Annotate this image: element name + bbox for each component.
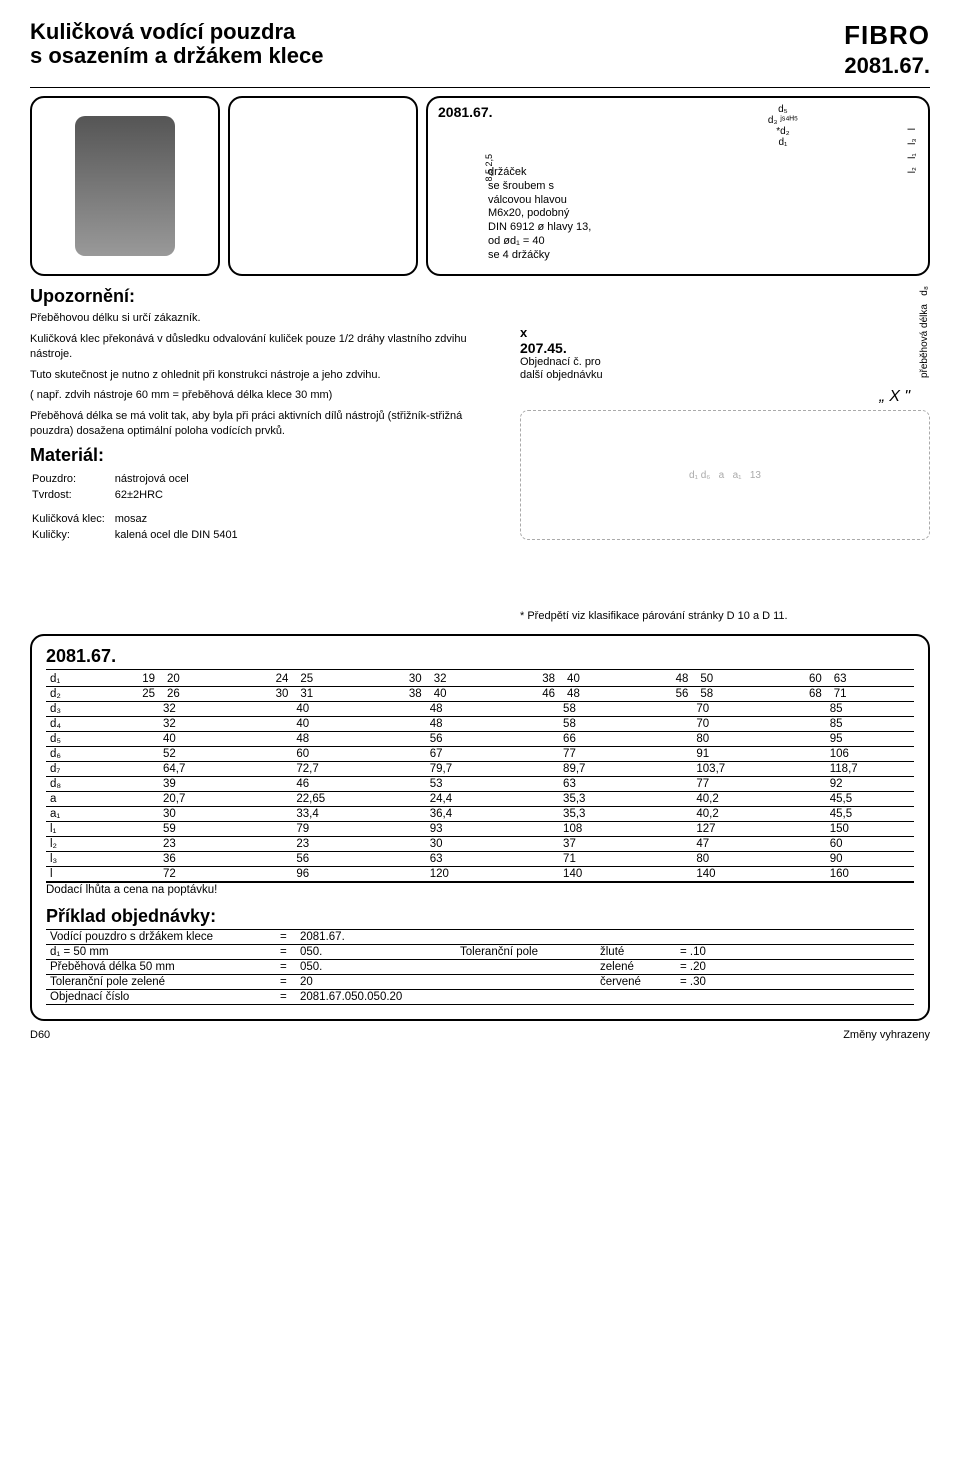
ord-sub-l1: Objednací č. pro [520,356,603,369]
holder-note-l2: se šroubem s [488,180,648,194]
data-table-box: 2081.67. d₁192024253032384048506063d₂252… [30,634,930,1021]
figure-photo-box [30,96,220,276]
material-row: Kuličky:kalená ocel dle DIN 5401 [32,528,246,542]
table-row: d₄324048587085 [46,717,914,732]
delivery-note: Dodací lhůta a cena na poptávku! [46,882,914,896]
table-row: d₅404856668095 [46,732,914,747]
ring-diagram: d₁ d₆ a a₁ 13 [520,410,930,540]
holder-note-l7: se 4 držáčky [488,249,648,263]
warn-p5: Přeběhová délka se má volit tak, aby byl… [30,409,500,439]
header-partnum: 2081.67. [844,53,930,79]
holder-note-l1: držáček [488,166,648,180]
holder-note: držáček se šroubem s válcovou hlavou M6x… [488,166,648,262]
material-row: Tvrdost:62±2HRC [32,488,246,502]
dim-d1: d₁ [768,137,798,148]
figure-drawing-box: 2081.67. d₅ d₃ ʲˢ⁴ᴴ⁵ *d₂ d₁ držáček se š… [426,96,930,276]
dim-d3: d₃ ʲˢ⁴ᴴ⁵ [768,115,798,126]
footer-left: D60 [30,1029,50,1041]
material-row: Kuličková klec:mosaz [32,512,246,526]
table-row: l₁597993108127150 [46,822,914,837]
holder-note-l3: válcovou hlavou [488,194,648,208]
table-row: l₃365663718090 [46,852,914,867]
dim-l1: l₁ [907,153,918,159]
warn-p4: ( např. zdvih nástroje 60 mm = přeběhová… [30,388,500,403]
order-row: Toleranční pole zelené= 20červené= .30 [46,975,914,990]
table-row: d₆5260677791106 [46,747,914,762]
info-right: x 207.45. Objednací č. pro další objedná… [520,286,930,626]
dim-l2: l₂ [907,167,918,173]
header: Kuličková vodící pouzdra s osazením a dr… [30,20,930,79]
x-label: x [520,325,603,340]
dim-d5: d₅ [768,104,798,115]
table-partnum: 2081.67. [46,646,914,670]
title-block: Kuličková vodící pouzdra s osazením a dr… [30,20,324,68]
dim-l3: l₃ [907,139,918,145]
warn-p2: Kuličková klec překonává v důsledku odva… [30,332,500,362]
page-title-l1: Kuličková vodící pouzdra [30,20,324,44]
material-heading: Materiál: [30,445,500,466]
order-example-table: Vodící pouzdro s držákem klece=2081.67.d… [46,929,914,1005]
footer: D60 Změny vyhrazeny [30,1029,930,1041]
table-row: l₂232330374760 [46,837,914,852]
order-number: 207.45. [520,340,603,356]
holder-note-l5: DIN 6912 ø hlavy 13, [488,221,648,235]
material-row: Pouzdro:nástrojová ocel [32,472,246,486]
overrun-label: přeběhová délka [919,304,930,378]
order-example: Příklad objednávky: Vodící pouzdro s drž… [46,906,914,1005]
table-row: d₇64,772,779,789,7103,7118,7 [46,762,914,777]
dim-l: l [907,128,918,130]
table-row: a20,722,6524,435,340,245,5 [46,792,914,807]
dim-d8: d₈ [919,286,930,296]
preload-footnote: * Předpětí viz klasifikace párování strá… [520,610,930,622]
dim-25: 2,5 [484,154,494,167]
table-row: l7296120140140160 [46,867,914,882]
x-mark: „ X " [520,388,930,406]
order-row: Přeběhová délka 50 mm= 050.zelené= .20 [46,960,914,975]
table-row: d₂252630313840464856586871 [46,687,914,702]
dim-d2: *d₂ [768,126,798,137]
warning-heading: Upozornění: [30,286,500,307]
page-title-l2: s osazením a držákem klece [30,44,324,68]
table-row: a₁3033,436,435,340,245,5 [46,807,914,822]
order-row: d₁ = 50 mm=050.Toleranční poležluté= .10 [46,945,914,960]
data-table: d₁192024253032384048506063d₂252630313840… [46,672,914,882]
divider [30,87,930,88]
table-row: d₃324048587085 [46,702,914,717]
footer-right: Změny vyhrazeny [843,1029,930,1041]
ord-sub-l2: další objednávku [520,369,603,382]
figure-row: 2081.67. d₅ d₃ ʲˢ⁴ᴴ⁵ *d₂ d₁ držáček se š… [30,96,930,276]
table-row: d₁192024253032384048506063 [46,672,914,687]
info-left: Upozornění: Přeběhovou délku si určí zák… [30,286,500,626]
holder-note-l4: M6x20, podobný [488,207,648,221]
brand-block: FIBRO 2081.67. [844,20,930,79]
figure-empty-box [228,96,418,276]
order-row: Objednací číslo=2081.67.050.050.20 [46,990,914,1005]
material-table: Pouzdro:nástrojová ocel Tvrdost:62±2HRC Ku… [30,470,248,544]
warn-p1: Přeběhovou délku si určí zákazník. [30,311,500,326]
order-example-heading: Příklad objednávky: [46,906,914,927]
table-row: d₈394653637792 [46,777,914,792]
warn-p3: Tuto skutečnost je nutno z ohlednit při … [30,368,500,383]
order-row: Vodící pouzdro s držákem klece=2081.67. [46,930,914,945]
product-photo [75,116,175,256]
holder-note-l6: od ød₁ = 40 [488,235,648,249]
dim-85: 8,5 [484,169,494,182]
fig-partnum: 2081.67. [438,104,918,120]
brand-logo: FIBRO [844,20,930,51]
info-row: Upozornění: Přeběhovou délku si určí zák… [30,286,930,626]
